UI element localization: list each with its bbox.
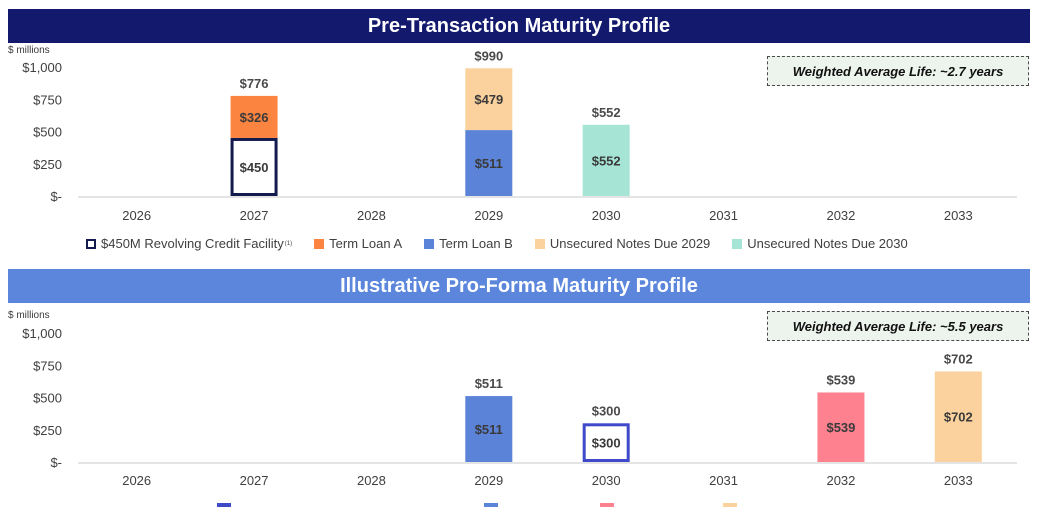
bar-total-label: $539 [826, 372, 855, 387]
x-tick-label: 2032 [826, 208, 855, 223]
x-tick-label: 2026 [122, 208, 151, 223]
legend-label: $450M Revolving Credit Facility [101, 236, 284, 251]
legend-swatch [314, 238, 325, 249]
y-tick-label: $1,000 [22, 326, 62, 341]
x-tick-label: 2028 [357, 208, 386, 223]
legend-swatch [534, 238, 545, 249]
bar-value-label: $326 [240, 110, 269, 125]
bar-total-label: $300 [592, 403, 621, 418]
legend-swatch [217, 503, 231, 507]
bar-segment [582, 124, 630, 196]
legend-label: Term Loan B [439, 236, 513, 251]
bar-segment [934, 371, 982, 462]
y-tick-label: $250 [33, 157, 62, 172]
bar-value-label: $300 [592, 436, 621, 451]
bar-segment [582, 423, 630, 462]
bar-segment [230, 137, 278, 196]
weighted-average-life-badge: Weighted Average Life: ~5.5 years [767, 311, 1029, 341]
x-tick-label: 2026 [122, 473, 151, 488]
bar-value-label: $511 [475, 156, 503, 171]
legend-label: Unsecured Notes Due 2030 [747, 236, 908, 251]
y-tick-label: $750 [33, 358, 62, 373]
legend-swatch [600, 503, 614, 507]
weighted-average-life-badge: Weighted Average Life: ~2.7 years [767, 56, 1029, 86]
bar-value-label: $479 [474, 92, 503, 107]
bar-segment [230, 95, 278, 138]
bar-value-label: $511 [475, 422, 503, 437]
y-tick-label: $1,000 [22, 60, 62, 75]
legend-swatch [424, 238, 435, 249]
legend-swatch [723, 503, 737, 507]
y-tick-label: $750 [33, 92, 62, 107]
bar-total-label: $990 [474, 48, 503, 63]
x-tick-label: 2028 [357, 473, 386, 488]
y-tick-label: $- [50, 455, 62, 470]
x-tick-label: 2029 [474, 473, 503, 488]
bar-value-label: $702 [944, 410, 973, 425]
bar-value-label: $539 [826, 420, 855, 435]
y-tick-label: $500 [33, 391, 62, 406]
chart-legend: $450M Revolving Credit Facility (1) Term L… [86, 236, 930, 251]
bar-segment [817, 392, 865, 462]
legend-swatch [732, 238, 743, 249]
bar-value-label: $552 [592, 153, 621, 168]
legend-item: Term Loan B [424, 236, 513, 251]
legend-item: Unsecured Notes Due 2029 [534, 236, 711, 251]
bar-segment [465, 130, 513, 196]
x-tick-label: 2031 [709, 473, 738, 488]
y-tick-label: $500 [33, 125, 62, 140]
pre-transaction-chart: $ millions Weighted Average Life: ~2.7 y… [8, 45, 1029, 251]
x-tick-label: 2027 [240, 473, 269, 488]
bar-total-label: $776 [240, 76, 269, 91]
legend-item: Unsecured Notes Due 2030 [732, 236, 908, 251]
x-tick-label: 2030 [592, 208, 621, 223]
y-tick-label: $250 [33, 423, 62, 438]
x-tick-label: 2029 [474, 208, 503, 223]
legend-label: Term Loan A [329, 236, 403, 251]
chart-title-pro-forma: Illustrative Pro-Forma Maturity Profile [8, 269, 1030, 303]
bar-value-label: $450 [240, 160, 269, 175]
x-tick-label: 2032 [826, 473, 855, 488]
x-tick-label: 2033 [944, 208, 973, 223]
bar-total-label: $702 [944, 351, 973, 366]
y-tick-label: $- [50, 189, 62, 204]
x-tick-label: 2027 [240, 208, 269, 223]
legend-footnote: (1) [284, 240, 293, 247]
pre-transaction-plot: $1,000 $750 $500 $250 $- 2026 2027 $450 $326 $776… [22, 48, 1017, 223]
legend-swatch [484, 503, 498, 507]
bar-segment [465, 396, 513, 462]
x-tick-label: 2031 [709, 208, 738, 223]
unit-label: $ millions [8, 310, 50, 321]
x-tick-label: 2030 [592, 473, 621, 488]
legend-item: $450M Revolving Credit Facility (1) [86, 236, 292, 251]
x-tick-label: 2033 [944, 473, 973, 488]
legend-swatch [86, 238, 96, 249]
chart-title-pre-transaction: Pre-Transaction Maturity Profile [8, 9, 1030, 43]
bar-segment [465, 68, 513, 131]
bar-total-label: $552 [592, 105, 621, 120]
legend-item: Term Loan A [314, 236, 402, 251]
bar-total-label: $511 [475, 376, 503, 391]
unit-label: $ millions [8, 45, 50, 56]
legend-label: Unsecured Notes Due 2029 [549, 236, 711, 251]
